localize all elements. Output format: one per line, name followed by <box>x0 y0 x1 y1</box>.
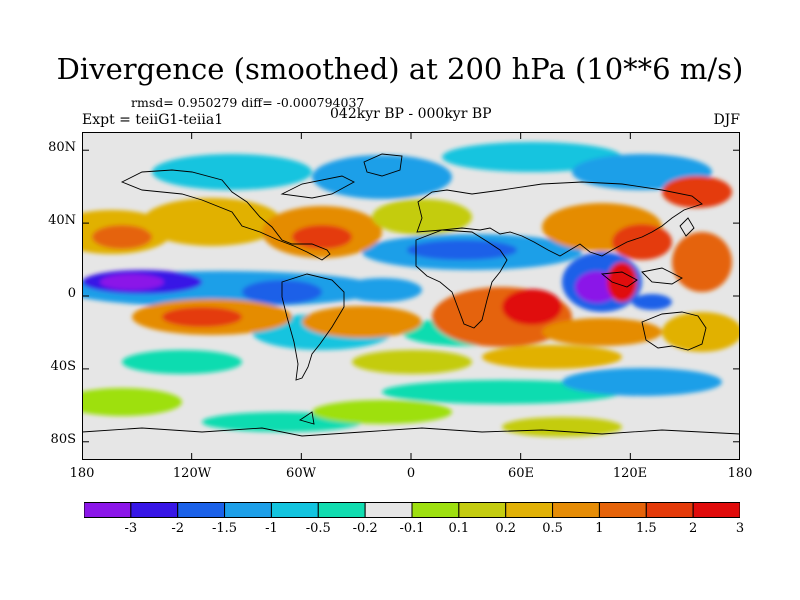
colorbar-swatch <box>505 502 554 518</box>
colorbar-swatch <box>224 502 272 518</box>
colorbar-label: 2 <box>689 521 698 536</box>
colorbar-swatch <box>177 502 226 518</box>
x-tick-label: 0 <box>406 466 416 481</box>
colorbar-swatch <box>411 502 460 518</box>
colorbar <box>83 502 741 522</box>
colorbar-swatch <box>692 502 741 518</box>
x-tick-label: 60W <box>286 466 316 481</box>
season-label: DJF <box>713 112 740 128</box>
x-tick-label: 180 <box>69 466 95 481</box>
y-tick-label: 80S <box>50 432 76 447</box>
colorbar-label: -3 <box>124 521 138 536</box>
colorbar-swatch <box>364 502 413 518</box>
stats-line: rmsd= 0.950279 diff= -0.000794037 <box>131 95 365 110</box>
colorbar-label: 0.1 <box>448 521 470 536</box>
colorbar-swatch <box>552 502 600 518</box>
x-ticks <box>82 132 740 460</box>
colorbar-label: 1.5 <box>635 521 657 536</box>
colorbar-swatches <box>83 502 741 518</box>
coastlines <box>82 153 740 437</box>
colorbar-swatch <box>645 502 694 518</box>
divergence-field <box>82 142 740 437</box>
plot-title: Divergence (smoothed) at 200 hPa (10**6 … <box>56 52 744 86</box>
y-tick-label: 40N <box>48 213 76 228</box>
y-tick-label: 40S <box>50 359 76 374</box>
x-tick-label: 60E <box>507 466 535 481</box>
colorbar-label: -1.5 <box>212 521 238 536</box>
colorbar-label: -0.5 <box>305 521 331 536</box>
colorbar-label: 3 <box>735 521 745 536</box>
map-canvas <box>82 132 740 460</box>
y-tick-label: 80N <box>48 140 76 155</box>
colorbar-swatch <box>270 502 319 518</box>
colorbar-swatch <box>83 502 132 518</box>
divergence-map <box>82 132 740 460</box>
x-tick-label: 120E <box>612 466 648 481</box>
y-tick-label: 0 <box>67 286 76 301</box>
colorbar-label: 0.5 <box>542 521 563 536</box>
colorbar-label: 0.2 <box>495 521 517 536</box>
x-tick-label: 180 <box>727 466 753 481</box>
colorbar-swatch <box>130 502 179 518</box>
colorbar-swatch <box>317 502 366 518</box>
colorbar-swatch <box>598 502 647 518</box>
colorbar-label: -0.1 <box>399 521 425 536</box>
x-tick-label: 120W <box>172 466 212 481</box>
colorbar-label: -0.2 <box>352 521 378 536</box>
colorbar-label: 1 <box>595 521 604 536</box>
colorbar-label: -2 <box>171 521 185 536</box>
colorbar-swatch <box>458 502 507 518</box>
colorbar-label: -1 <box>265 521 278 536</box>
y-ticks <box>82 149 740 443</box>
period-label: 042kyr BP - 000kyr BP <box>330 106 492 122</box>
experiment-label: Expt = teiiG1-teiia1 <box>82 112 224 128</box>
